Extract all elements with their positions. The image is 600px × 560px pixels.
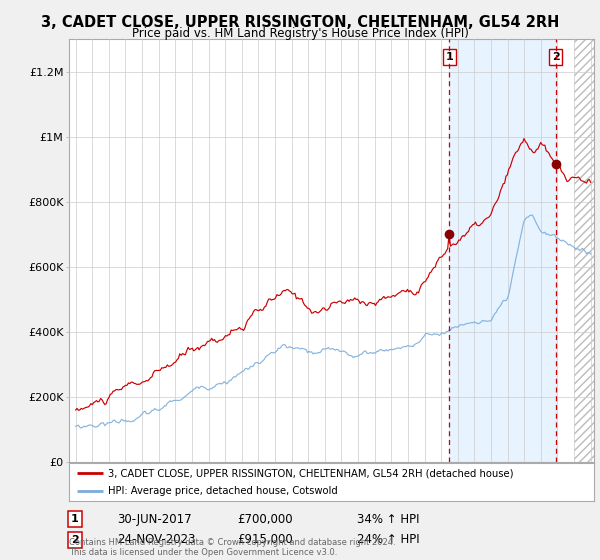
Bar	[449, 39, 556, 462]
Text: 24% ↑ HPI: 24% ↑ HPI	[357, 533, 419, 547]
Bar	[574, 39, 594, 462]
Text: 3, CADET CLOSE, UPPER RISSINGTON, CHELTENHAM, GL54 2RH: 3, CADET CLOSE, UPPER RISSINGTON, CHELTE…	[41, 15, 559, 30]
Text: 2: 2	[552, 52, 560, 62]
Bar	[574, 39, 594, 462]
Text: Price paid vs. HM Land Registry's House Price Index (HPI): Price paid vs. HM Land Registry's House …	[131, 27, 469, 40]
Text: 2: 2	[71, 535, 79, 545]
Text: 30-JUN-2017: 30-JUN-2017	[117, 512, 191, 526]
Text: Contains HM Land Registry data © Crown copyright and database right 2024.
This d: Contains HM Land Registry data © Crown c…	[69, 538, 395, 557]
Text: £700,000: £700,000	[237, 512, 293, 526]
Text: £915,000: £915,000	[237, 533, 293, 547]
Text: 24-NOV-2023: 24-NOV-2023	[117, 533, 196, 547]
Text: 34% ↑ HPI: 34% ↑ HPI	[357, 512, 419, 526]
Text: 3, CADET CLOSE, UPPER RISSINGTON, CHELTENHAM, GL54 2RH (detached house): 3, CADET CLOSE, UPPER RISSINGTON, CHELTE…	[109, 468, 514, 478]
Text: 1: 1	[71, 514, 79, 524]
Text: 1: 1	[446, 52, 454, 62]
Text: HPI: Average price, detached house, Cotswold: HPI: Average price, detached house, Cots…	[109, 486, 338, 496]
